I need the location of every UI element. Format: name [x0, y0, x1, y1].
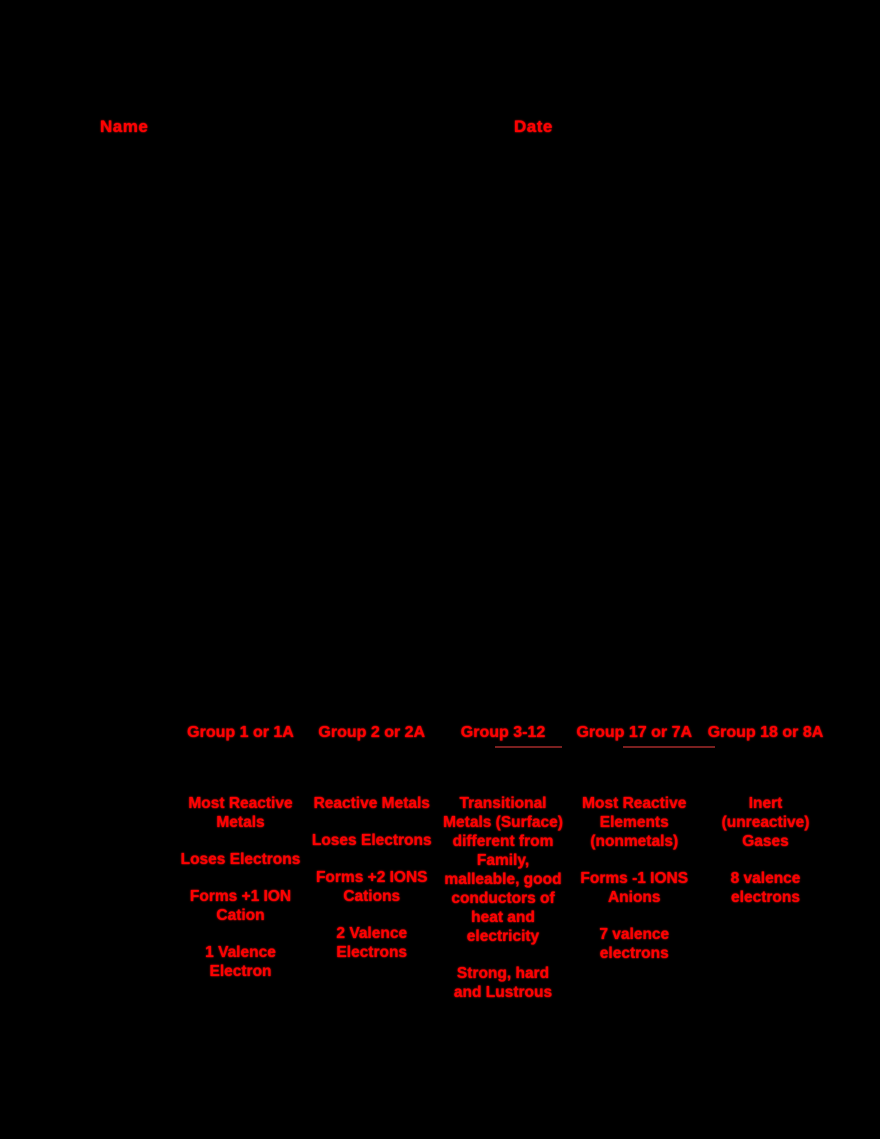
group-column-5: Group 18 or 8A Inert (unreactive) Gases …: [703, 722, 828, 1020]
group-fact: Reactive Metals: [313, 795, 430, 812]
group-fact: 1 Valence Electron: [205, 944, 276, 980]
group-fact: Forms +1 ION Cation: [189, 888, 292, 924]
group-fact: 7 valence electrons: [599, 926, 670, 962]
group-column-2: Group 2 or 2A Reactive Metals Loses Elec…: [309, 722, 434, 1020]
group-column-1: Group 1 or 1A Most Reactive Metals Loses…: [178, 722, 303, 1020]
group-column-3: Group 3-12 Transitional Metals (Surface)…: [441, 722, 566, 1020]
group-title: Group 18 or 8A: [707, 724, 824, 741]
periodic-groups-table: Group 1 or 1A Most Reactive Metals Loses…: [178, 722, 828, 1020]
name-label: Name: [100, 117, 149, 136]
date-label: Date: [514, 117, 553, 136]
group-fact: Strong, hard and Lustrous: [453, 965, 553, 1001]
group-fact: 8 valence electrons: [730, 870, 801, 906]
group-fact: Transitional Metals (Surface) different …: [443, 795, 563, 945]
group-column-4: Group 17 or 7A Most Reactive Elements (n…: [572, 722, 715, 1020]
group-title: Group 17 or 7A: [576, 722, 715, 748]
group-fact: Most Reactive Elements (nonmetals): [582, 795, 687, 850]
group-title: Group 3-12: [461, 722, 563, 748]
group-fact: Most Reactive Metals: [188, 795, 293, 831]
group-fact: Loses Electrons: [180, 851, 301, 868]
group-title: Group 2 or 2A: [318, 724, 426, 741]
group-fact: Loses Electrons: [311, 832, 432, 849]
group-fact: Forms -1 IONS Anions: [580, 870, 689, 906]
group-fact: Inert (unreactive) Gases: [721, 795, 810, 850]
group-fact: Forms +2 IONS Cations: [315, 869, 428, 905]
group-fact: 2 Valence Electrons: [336, 925, 408, 961]
group-title: Group 1 or 1A: [187, 724, 294, 741]
